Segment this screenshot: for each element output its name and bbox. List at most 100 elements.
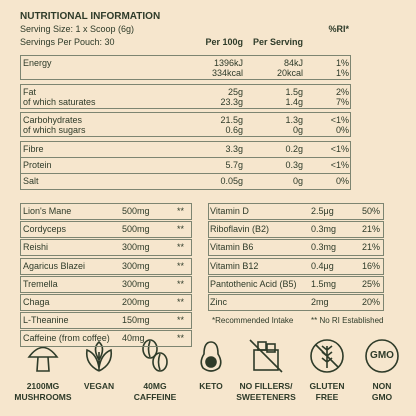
ingredient-amount: 500mg	[122, 206, 150, 216]
row-label: Fibre	[23, 143, 44, 154]
title: NUTRITIONAL INFORMATION	[20, 11, 161, 22]
cell: 1.5g	[285, 86, 303, 97]
cell: 1%	[335, 57, 349, 68]
cell: 21.5g	[220, 114, 243, 125]
row-label: Protein	[23, 159, 52, 170]
cell: 0.3g	[285, 159, 303, 170]
ingredient-ri: **	[177, 260, 185, 271]
table-row	[20, 257, 192, 275]
ingredient-amount: 40mg	[122, 333, 145, 344]
cell: 1.3g	[285, 114, 303, 125]
vitamin-name: Vitamin B6	[210, 242, 254, 253]
ingredient-name: L-Theanine	[23, 315, 69, 326]
badge-label: GMO	[371, 392, 393, 402]
cell: <1%	[330, 143, 349, 154]
gluten-free-icon	[310, 339, 344, 373]
badge-label: VEGAN	[83, 381, 115, 391]
vitamin-ri: 20%	[362, 297, 381, 307]
vitamin-ri: 21%	[362, 242, 381, 253]
ingredient-ri: **	[177, 315, 185, 326]
table-row	[208, 203, 384, 220]
vitamin-name: Vitamin B12	[210, 260, 259, 271]
icon-text: GMO	[370, 350, 394, 361]
table-row	[208, 275, 384, 293]
cell: 23.3g	[220, 96, 243, 107]
table-row	[20, 84, 351, 109]
badge-label: KETO	[199, 381, 223, 391]
table-row	[20, 294, 192, 311]
cell: 20kcal	[276, 67, 303, 78]
vitamin-amount: 2mg	[311, 297, 329, 307]
table-row	[20, 221, 192, 239]
cell: <1%	[330, 114, 349, 125]
coffee-icon	[142, 339, 168, 372]
table-row	[20, 173, 351, 190]
vitamin-amount: 0.3mg	[311, 242, 337, 253]
row-label: of which sugars	[23, 124, 86, 135]
cell: 25g	[227, 86, 243, 97]
table-row	[20, 275, 192, 293]
ingredient-amount: 300mg	[122, 278, 150, 289]
badge-label: SWEETENERS	[236, 392, 296, 402]
cell: 1.4g	[285, 96, 303, 107]
ingredient-ri: **	[177, 278, 185, 289]
cell: 0.05g	[220, 175, 243, 186]
cell: 0%	[335, 124, 349, 135]
table-row	[20, 312, 192, 330]
gmo-icon	[365, 339, 399, 373]
ingredient-amount: 200mg	[122, 297, 150, 307]
ingredient-name: Caffeine (from coffee)	[23, 333, 110, 344]
no-fillers-icon	[249, 339, 283, 373]
servings-per-pouch: Servings Per Pouch: 30	[20, 37, 115, 47]
vitamin-name: Pantothenic Acid (B5)	[210, 278, 297, 289]
vitamin-amount: 0.4μg	[311, 260, 334, 271]
ingredient-name: Reishi	[23, 242, 49, 253]
table-row	[208, 294, 384, 311]
ingredient-amount: 150mg	[122, 315, 150, 326]
cell: 0.6g	[225, 124, 243, 135]
cell: 334kcal	[211, 67, 243, 78]
row-label: Salt	[23, 175, 39, 186]
cell: 1%	[335, 67, 349, 78]
table-row	[20, 112, 351, 137]
cell: 3.3g	[225, 143, 243, 154]
ingredient-amount: 500mg	[122, 224, 150, 235]
cell: 0%	[335, 175, 349, 186]
badge-label: CAFFEINE	[133, 392, 177, 402]
ingredient-ri: **	[177, 333, 185, 344]
ingredient-ri: **	[177, 297, 185, 307]
ingredient-name: Chaga	[23, 297, 50, 307]
vitamin-name: Zinc	[210, 297, 228, 307]
ingredient-amount: 300mg	[122, 260, 150, 271]
cell: 5.7g	[225, 159, 243, 170]
row-label: Carbohydrates	[23, 114, 83, 125]
leaf-icon	[85, 340, 113, 372]
table-row	[20, 55, 351, 80]
cell: 7%	[335, 96, 349, 107]
vitamin-amount: 1.5mg	[311, 278, 337, 289]
table-row	[20, 330, 192, 348]
ingredient-ri: **	[177, 206, 185, 216]
ingredient-name: Tremella	[23, 278, 58, 289]
badge-label: NON	[372, 381, 392, 391]
footnote: *Recommended Intake	[212, 316, 294, 325]
serving-size: Serving Size: 1 x Scoop (6g)	[20, 24, 135, 34]
badge-label: NO FILLERS/	[239, 381, 293, 391]
row-label: of which saturates	[23, 96, 96, 107]
vitamin-amount: 0.3mg	[311, 224, 337, 235]
vitamin-ri: 16%	[362, 260, 381, 271]
footnote: ** No RI Established	[311, 316, 384, 325]
badge-label: 40MG	[143, 381, 167, 391]
ingredient-name: Lion's Mane	[23, 206, 72, 216]
vitamin-name: Riboflavin (B2)	[210, 224, 270, 235]
ingredient-ri: **	[177, 224, 185, 235]
vitamin-ri: 25%	[362, 278, 381, 289]
cell: 0g	[292, 175, 303, 186]
vitamin-ri: 21%	[362, 224, 381, 235]
badge-label: 2100MG	[26, 381, 60, 391]
avocado-icon	[200, 341, 222, 372]
ingredient-ri: **	[177, 242, 185, 253]
badge-label: GLUTEN	[309, 381, 345, 391]
cell: 0g	[292, 124, 303, 135]
